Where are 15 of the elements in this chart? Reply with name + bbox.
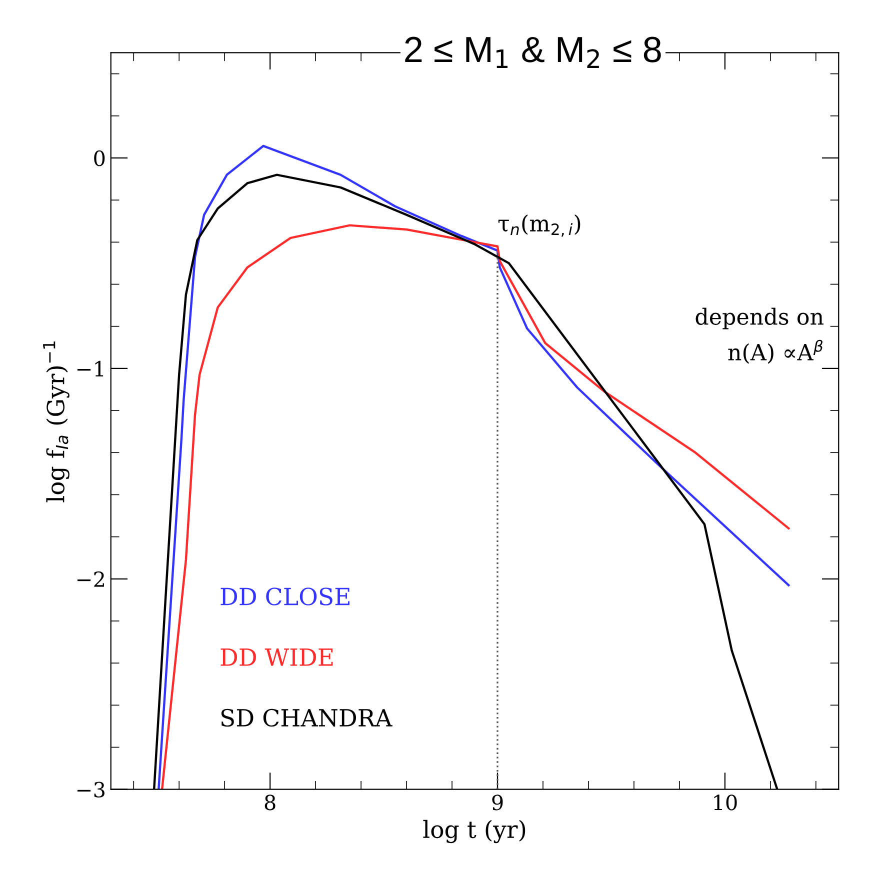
series-label: DD WIDE [220, 648, 333, 666]
annotation: depends on n(A) ∝A$^{β}$ [696, 308, 824, 364]
text: SD CHANDRA [221, 708, 392, 727]
x-tick-label: 10 [714, 794, 737, 810]
text: DD CLOSE [220, 588, 350, 606]
y-tick-label: −1 [78, 360, 104, 376]
x-tick-label: 9 [492, 794, 503, 810]
x-tick-label: 8 [264, 794, 276, 810]
ref-line-label: τ$_{n}$(m$_{2,i}$) [498, 214, 580, 237]
y-tick-label: 0 [94, 150, 105, 166]
chart-title: 2 ≤ M$_{1}$ & M$_{2}$ ≤ 8 [405, 36, 661, 68]
y-tick-label: −2 [78, 571, 104, 587]
x-axis-title: log t (yr) [423, 820, 526, 844]
y-axis-title: log f$_{Ia}$ (Gyr)$^{−1}$ [43, 341, 70, 502]
y-tick-label: −3 [78, 782, 104, 798]
